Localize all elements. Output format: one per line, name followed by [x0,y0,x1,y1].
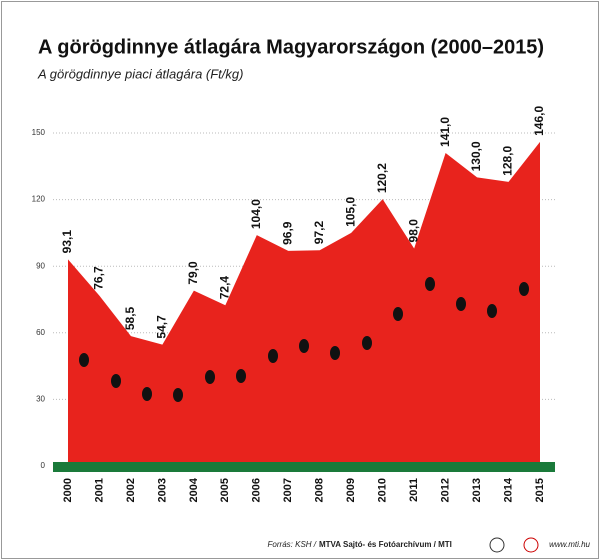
y-tick-label: 0 [41,461,46,470]
x-tick-label: 2010 [377,478,389,502]
x-tick-label: 2000 [62,478,74,502]
y-tick-label: 120 [32,195,46,204]
value-label: 120,2 [375,163,389,193]
value-label: 146,0 [532,106,546,136]
source: Forrás: KSH / [268,540,317,549]
logo-mtva [489,537,505,553]
x-tick-label: 2008 [314,478,326,502]
value-label: 141,0 [438,117,452,147]
x-tick-label: 2014 [502,477,514,502]
x-tick-label: 2004 [188,477,200,502]
x-tick-label: 2003 [156,478,168,502]
value-label: 97,2 [312,221,326,245]
y-tick-label: 30 [36,395,45,404]
value-label: 98,0 [406,219,420,243]
y-tick-label: 90 [36,261,45,270]
value-label: 58,5 [123,306,137,330]
value-label: 96,9 [280,221,294,245]
x-tick-label: 2012 [440,478,452,502]
value-label: 93,1 [60,230,74,254]
seeds [79,277,529,402]
x-tick-label: 2006 [251,478,263,502]
x-tick-label: 2002 [125,478,137,502]
value-label: 130,0 [469,141,483,171]
value-label: 54,7 [155,315,169,339]
x-tick-label: 2009 [345,478,357,502]
chart-subtitle: A görögdinnye piaci átlagára (Ft/kg) [37,66,243,81]
agency: MTVA Sajtó- és Fotóarchívum / MTI [319,540,452,549]
x-tick-label: 2007 [282,478,294,502]
x-tick-label: 2013 [471,478,483,502]
url: www.mti.hu [549,540,590,549]
chart-title: A görögdinnye átlagára Magyarországon (2… [38,36,544,58]
y-tick-label: 150 [32,128,46,137]
value-label: 105,0 [343,197,357,227]
x-tick-label: 2001 [93,478,105,502]
value-label: 76,7 [92,266,106,290]
x-tick-label: 2015 [534,478,546,502]
area-layer [68,141,540,466]
x-tick-label: 2011 [408,478,420,502]
value-label: 104,0 [249,199,263,229]
value-label: 72,4 [218,276,232,300]
area [68,141,540,466]
x-tick-label: 2005 [219,478,231,502]
logo-mti [523,537,539,553]
value-label: 128,0 [501,145,515,175]
value-label: 79,0 [186,261,200,285]
baseline-bar [53,462,555,472]
y-tick-label: 60 [36,328,45,337]
